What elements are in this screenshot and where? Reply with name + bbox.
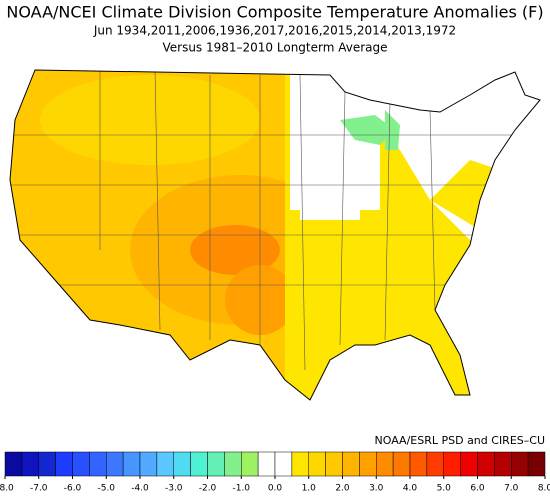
colorbar-box	[291, 451, 309, 477]
colorbar-label: 6.0	[470, 484, 485, 493]
colorbar-box	[156, 451, 174, 477]
colorbar-box	[122, 451, 141, 477]
colorbar-box	[72, 451, 90, 477]
colorbar-box	[325, 451, 343, 477]
colorbar-box	[308, 451, 326, 477]
colorbar-box	[409, 451, 428, 477]
colorbar-box	[342, 451, 360, 477]
colorbar-label: 2.0	[335, 484, 350, 493]
colorbar-box	[106, 451, 124, 477]
colorbar-box	[55, 451, 73, 477]
colorbar: -8.0 -7.0 -6.0 -5.0 -4.0 -3.0 -2.0 -1.0 0.0 1.0 2.…	[0, 451, 550, 494]
colorbar-box	[426, 451, 444, 477]
colorbar-label: -5.0	[97, 484, 115, 493]
colorbar-label: 0.0	[268, 484, 283, 493]
colorbar-label: 1.0	[302, 484, 317, 493]
colorbar-box	[89, 451, 107, 477]
colorbar-label: 5.0	[437, 484, 452, 493]
colorbar-label: -4.0	[131, 484, 149, 493]
colorbar-label: 7.0	[504, 484, 519, 493]
colorbar-box	[376, 451, 394, 477]
colorbar-box	[477, 451, 495, 477]
colorbar-box	[527, 451, 546, 477]
colorbar-box	[359, 451, 377, 477]
colorbar-box	[257, 451, 276, 477]
colorbar-label: -8.0	[0, 484, 14, 493]
colorbar-box	[241, 451, 259, 477]
colorbar-box	[392, 451, 411, 477]
colorbar-label: 3.0	[369, 484, 384, 493]
colorbar-label: 4.0	[403, 484, 418, 493]
baseline-note: Versus 1981–2010 Longterm Average	[162, 41, 387, 55]
colorbar-box	[224, 451, 242, 477]
colorbar-box	[173, 451, 191, 477]
colorbar-box	[274, 451, 293, 477]
subtitle: Jun 1934,2011,2006,1936,2017,2016,2015,2…	[93, 24, 456, 38]
us-outline	[9, 69, 541, 401]
colorbar-box	[460, 451, 478, 477]
colorbar-box	[207, 451, 225, 477]
colorbar-label: -7.0	[30, 484, 48, 493]
colorbar-box	[139, 451, 158, 477]
colorbar-box	[190, 451, 208, 477]
colorbar-box	[494, 451, 512, 477]
colorbar-box	[511, 451, 529, 477]
colorbar-box	[4, 451, 23, 477]
credit: NOAA/ESRL PSD and CIRES–CU	[375, 434, 545, 447]
colorbar-label: 8.0	[538, 484, 550, 493]
colorbar-label: -6.0	[64, 484, 82, 493]
colorbar-label: -2.0	[199, 484, 217, 493]
colorbar-box	[443, 451, 461, 477]
colorbar-box	[38, 451, 56, 477]
anomaly-map	[10, 70, 540, 400]
title: NOAA/NCEI Climate Division Composite Tem…	[6, 3, 543, 22]
colorbar-box	[21, 451, 39, 477]
colorbar-label: -3.0	[165, 484, 183, 493]
colorbar-label: -1.0	[232, 484, 250, 493]
